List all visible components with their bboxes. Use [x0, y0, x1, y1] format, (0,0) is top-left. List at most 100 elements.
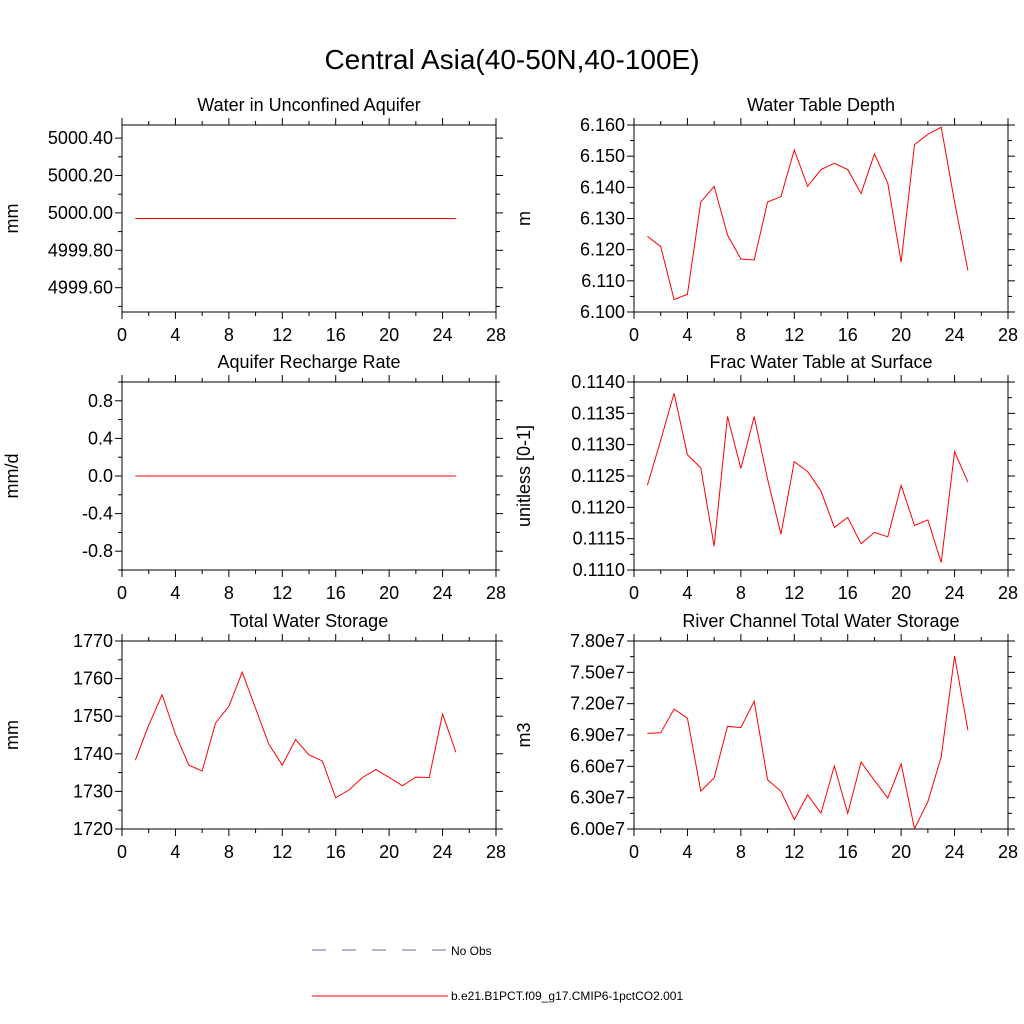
x-tick-label: 0 [629, 325, 639, 345]
y-tick-label: 4999.80 [48, 240, 113, 260]
y-tick-label: 0.8 [88, 391, 113, 411]
panel-title: River Channel Total Water Storage [682, 611, 959, 631]
x-tick-label: 24 [433, 842, 453, 862]
y-tick-label: 6.160 [580, 115, 625, 135]
x-tick-label: 0 [117, 583, 127, 603]
y-axis-label: m [514, 211, 534, 226]
x-tick-label: 16 [838, 583, 858, 603]
x-tick-label: 24 [945, 583, 965, 603]
y-tick-label: -0.4 [82, 504, 113, 524]
y-tick-label: 6.00e7 [570, 819, 625, 839]
x-tick-label: 20 [379, 583, 399, 603]
y-tick-label: 0.1135 [571, 403, 625, 423]
x-tick-label: 28 [998, 325, 1018, 345]
x-tick-label: 4 [682, 325, 692, 345]
y-tick-label: 1720 [73, 819, 113, 839]
y-tick-label: 0.0 [88, 466, 113, 486]
x-tick-label: 28 [486, 842, 506, 862]
y-tick-label: 1740 [73, 744, 113, 764]
y-tick-label: 0.1130 [571, 435, 625, 455]
x-tick-label: 12 [784, 583, 804, 603]
y-tick-label: 5000.20 [48, 165, 113, 185]
series-line-1 [647, 655, 969, 831]
x-tick-label: 28 [998, 583, 1018, 603]
x-tick-label: 4 [170, 583, 180, 603]
y-tick-label: 6.120 [580, 240, 625, 260]
x-tick-label: 12 [784, 325, 804, 345]
y-tick-label: 0.1115 [573, 529, 625, 549]
chart-panel-4: Frac Water Table at Surface unitless [0-1… [514, 352, 1018, 603]
x-tick-label: 28 [486, 325, 506, 345]
x-tick-label: 8 [736, 842, 746, 862]
y-axis-label: mm [2, 204, 22, 234]
x-tick-label: 16 [326, 583, 346, 603]
series-line-1 [647, 126, 969, 301]
x-tick-label: 20 [891, 325, 911, 345]
x-tick-label: 4 [682, 583, 692, 603]
x-tick-label: 24 [433, 583, 453, 603]
x-tick-label: 0 [629, 842, 639, 862]
plot-frame [121, 640, 497, 830]
panel-title: Water in Unconfined Aquifer [197, 95, 420, 115]
x-tick-label: 12 [784, 842, 804, 862]
x-tick-label: 0 [629, 583, 639, 603]
x-tick-label: 4 [170, 325, 180, 345]
y-tick-label: 6.130 [580, 209, 625, 229]
y-axis-label: unitless [0-1] [514, 425, 534, 527]
chart-panel-1: Water in Unconfined Aquifer mm 0 4 8 12 16 20 24… [2, 95, 506, 345]
x-tick-label: 28 [998, 842, 1018, 862]
panel-title: Water Table Depth [747, 95, 895, 115]
panel-title: Total Water Storage [230, 611, 388, 631]
x-tick-label: 8 [736, 583, 746, 603]
x-tick-label: 4 [170, 842, 180, 862]
x-tick-label: 8 [224, 583, 234, 603]
y-tick-label: 0.1140 [571, 372, 625, 392]
x-tick-label: 12 [272, 583, 292, 603]
y-tick-label: 6.110 [581, 271, 625, 291]
x-tick-label: 0 [117, 842, 127, 862]
y-tick-label: 0.1110 [573, 560, 625, 580]
panel-title: Frac Water Table at Surface [709, 352, 932, 372]
chart-panel-6: River Channel Total Water Storage m3 0 4 8 12… [514, 611, 1018, 862]
x-tick-label: 24 [433, 325, 453, 345]
chart-panel-5: Total Water Storage mm 0 4 8 12 16 20 24 28 1720 17… [2, 611, 506, 862]
x-tick-label: 8 [736, 325, 746, 345]
chart-panel-2: Water Table Depth m 0 4 8 12 16 20 24 28 6.100 6.11… [514, 95, 1018, 345]
x-tick-label: 4 [682, 842, 692, 862]
y-tick-label: 6.150 [580, 146, 625, 166]
y-tick-label: 0.1125 [571, 466, 625, 486]
y-tick-label: 1730 [73, 781, 113, 801]
y-tick-label: 1760 [73, 669, 113, 689]
x-tick-label: 24 [945, 325, 965, 345]
x-tick-label: 8 [224, 325, 234, 345]
panel-title: Aquifer Recharge Rate [217, 352, 400, 372]
y-tick-label: 6.90e7 [570, 725, 625, 745]
y-tick-label: 6.100 [580, 302, 625, 322]
x-tick-label: 20 [891, 583, 911, 603]
x-tick-label: 20 [379, 325, 399, 345]
y-axis-label: mm [2, 720, 22, 750]
x-tick-label: 24 [945, 842, 965, 862]
x-tick-label: 16 [838, 325, 858, 345]
y-tick-label: 6.140 [580, 177, 625, 197]
x-tick-label: 12 [272, 842, 292, 862]
x-tick-label: 16 [326, 842, 346, 862]
y-tick-label: 6.60e7 [570, 756, 625, 776]
x-tick-label: 0 [117, 325, 127, 345]
x-tick-label: 16 [838, 842, 858, 862]
chart-panel-3: Aquifer Recharge Rate mm/d 0 4 8 12 16 20 24 28 -0… [2, 352, 506, 603]
y-tick-label: 7.20e7 [570, 694, 625, 714]
x-tick-label: 8 [224, 842, 234, 862]
y-tick-label: 0.1120 [571, 497, 625, 517]
series-line-1 [646, 393, 969, 563]
y-axis-label: m3 [514, 722, 534, 747]
x-tick-label: 20 [379, 842, 399, 862]
y-tick-label: 6.30e7 [570, 788, 625, 808]
y-tick-label: 5000.00 [48, 203, 113, 223]
x-tick-label: 12 [272, 325, 292, 345]
y-tick-label: -0.8 [82, 541, 113, 561]
figure-title: Central Asia(40-50N,40-100E) [324, 44, 700, 75]
x-tick-label: 20 [891, 842, 911, 862]
legend: No Obs b.e21.B1PCT.f09_g17.CMIP6-1pctCO2… [312, 944, 683, 1003]
